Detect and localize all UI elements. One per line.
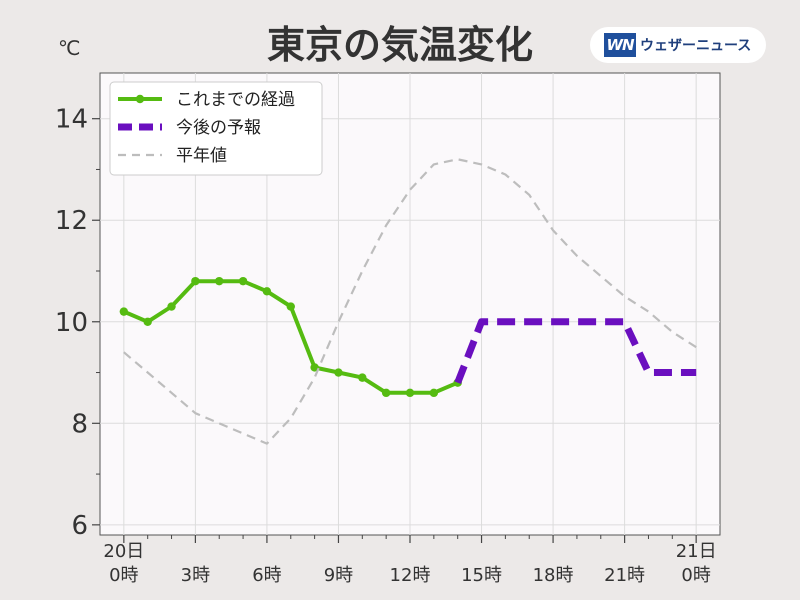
y-unit-label: ℃ xyxy=(58,36,81,60)
data-point xyxy=(215,276,224,286)
x-tick-label: 3時 xyxy=(181,565,210,586)
legend-label-2: 平年値 xyxy=(176,146,227,166)
axes: 6 8 10 12 14 20日 0時 3時 6時 9時 12時 15時 18時 21時 21日 0時 xyxy=(55,105,717,586)
series-line-1 xyxy=(454,318,697,384)
x-tick-label: 21時 xyxy=(604,565,645,586)
data-point xyxy=(429,388,439,398)
brand-name: ウェザーニュース xyxy=(640,38,752,54)
weathernews-logo-icon: WN xyxy=(604,33,636,57)
data-point xyxy=(167,302,176,311)
x-tick-label: 0時 xyxy=(109,565,138,586)
y-tick-label: 8 xyxy=(71,409,88,439)
legend-marker xyxy=(135,94,145,104)
brand-badge: WN ウェザーニュース xyxy=(590,27,766,63)
legend-box xyxy=(109,81,323,176)
y-tick-label: 14 xyxy=(55,105,88,135)
x-tick-label: 0時 xyxy=(681,565,710,586)
y-tick-label: 10 xyxy=(55,308,88,338)
y-tick-label: 12 xyxy=(55,206,88,236)
data-point xyxy=(262,287,272,296)
x-tick-label: 21日 xyxy=(676,541,717,562)
x-tick-label: 6時 xyxy=(252,565,281,586)
x-tick-label: 9時 xyxy=(324,565,353,586)
x-tick-label: 15時 xyxy=(461,565,502,586)
chart-title: 東京の気温変化 xyxy=(266,23,533,67)
data-point xyxy=(143,317,152,326)
data-point xyxy=(238,276,248,286)
data-point xyxy=(405,388,415,398)
data-point xyxy=(286,302,295,311)
data-point xyxy=(191,276,200,286)
x-tick-label: 18時 xyxy=(533,565,574,586)
legend-label-1: 今後の予報 xyxy=(176,118,261,138)
y-tick-label: 6 xyxy=(71,511,88,541)
data-point xyxy=(119,307,129,316)
data-point xyxy=(358,373,367,382)
data-point xyxy=(310,363,319,372)
legend-label-0: これまでの経過 xyxy=(176,90,295,110)
data-point xyxy=(381,388,391,398)
data-point xyxy=(334,368,343,377)
x-tick-label: 20日 xyxy=(103,541,144,562)
series xyxy=(119,158,697,445)
x-tick-label: 12時 xyxy=(390,565,431,586)
